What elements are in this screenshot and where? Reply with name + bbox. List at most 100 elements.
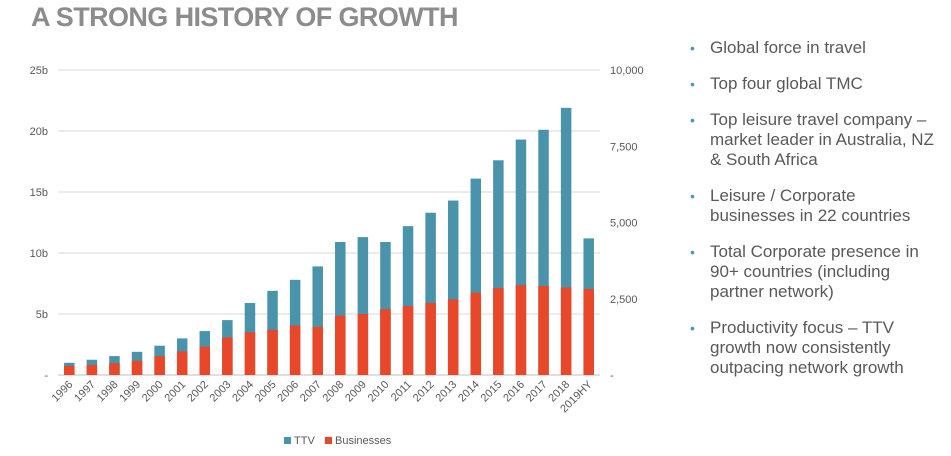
x-axis-ticks: 1996199719981999200020012002200320042005…	[50, 378, 596, 415]
left-tick-label: -	[44, 370, 48, 382]
x-tick-label: 2005	[253, 379, 279, 405]
left-tick-label: 5b	[36, 309, 48, 321]
left-tick-label: 25b	[30, 65, 48, 77]
x-tick-label: 2002	[185, 379, 211, 405]
left-tick-label: 10b	[30, 248, 48, 260]
ttv-bars	[64, 107, 594, 375]
bullet-text: Productivity focus – TTV growth now cons…	[710, 318, 904, 377]
ttv-bar	[312, 266, 323, 375]
x-tick-label: 2006	[275, 379, 301, 405]
x-tick-label: 2003	[208, 379, 234, 405]
x-tick-label: 2011	[389, 379, 414, 404]
ttv-bar	[447, 200, 459, 375]
businesses-bar	[402, 306, 414, 375]
businesses-bar	[199, 346, 211, 375]
businesses-bar	[583, 288, 594, 375]
left-axis-ticks: - 5b 10b 15b 20b 25b	[30, 65, 49, 382]
x-tick-label: 2010	[366, 379, 392, 405]
bullet-dot-icon: •	[690, 244, 695, 260]
x-tick-label: 2016	[501, 379, 527, 405]
bullet-dot-icon: •	[690, 40, 695, 56]
x-tick-label: 1998	[95, 379, 121, 405]
x-tick-label: 2012	[411, 379, 437, 405]
ttv-bar	[493, 160, 504, 375]
legend-swatch-ttv	[284, 437, 291, 444]
businesses-bar	[335, 315, 346, 375]
x-tick-label: 2004	[230, 379, 256, 405]
right-tick-label: 7,500	[610, 141, 638, 153]
businesses-bar	[447, 299, 459, 375]
growth-chart: - 5b 10b 15b 20b 25b - 2,500 5,000 7,500 10,000 1…	[30, 65, 644, 447]
left-tick-label: 20b	[30, 126, 48, 138]
legend-label-ttv: TTV	[294, 435, 315, 447]
businesses-bar	[425, 303, 436, 375]
chart-legend: TTV Businesses	[284, 435, 392, 447]
bullet-item: • Global force in travel	[690, 38, 945, 58]
x-tick-label: 2013	[434, 379, 460, 405]
x-tick-label: 2007	[298, 379, 324, 405]
bullet-item: • Productivity focus – TTV growth now con…	[690, 318, 945, 378]
ttv-bar	[560, 107, 572, 375]
bullet-dot-icon: •	[690, 76, 695, 92]
businesses-bar	[176, 351, 188, 375]
x-tick-label: 2017	[524, 379, 550, 405]
right-axis-ticks: - 2,500 5,000 7,500 10,000	[610, 65, 644, 382]
ttv-bar	[357, 237, 369, 375]
businesses-bars	[64, 285, 594, 375]
businesses-bar	[560, 287, 572, 375]
businesses-bar	[380, 309, 391, 375]
bullet-dot-icon: •	[690, 112, 695, 128]
ttv-bar	[470, 178, 482, 375]
businesses-bar	[357, 314, 369, 375]
bullet-text: Leisure / Corporate businesses in 22 cou…	[710, 186, 911, 225]
x-tick-label: 2001	[163, 379, 189, 405]
businesses-bar	[131, 360, 143, 375]
bullet-text: Top leisure travel company – market lead…	[710, 110, 934, 169]
x-tick-label: 1999	[117, 379, 143, 405]
bullet-dot-icon: •	[690, 188, 695, 204]
businesses-bar	[312, 326, 323, 375]
x-tick-label: 2015	[479, 379, 505, 405]
businesses-bar	[109, 363, 120, 375]
bullet-item: • Top leisure travel company – market lea…	[690, 110, 945, 170]
businesses-bar	[267, 329, 278, 375]
businesses-bar	[222, 337, 233, 375]
businesses-bar	[244, 332, 256, 375]
ttv-bar	[402, 226, 414, 375]
businesses-bar	[515, 285, 527, 375]
businesses-bar	[538, 285, 549, 375]
x-tick-label: 1997	[72, 379, 98, 405]
x-tick-label: 2000	[140, 379, 166, 405]
bullet-text: Top four global TMC	[710, 74, 863, 93]
ttv-bar	[335, 242, 346, 375]
legend-swatch-businesses	[325, 437, 332, 444]
x-tick-label: 1996	[50, 379, 76, 405]
businesses-bar	[289, 325, 301, 375]
key-points-list: • Global force in travel • Top four global…	[690, 38, 945, 394]
legend-label-businesses: Businesses	[335, 435, 392, 447]
right-tick-label: 10,000	[610, 65, 644, 77]
x-tick-label: 2009	[343, 379, 369, 405]
bullet-text: Total Corporate presence in 90+ countrie…	[710, 242, 919, 301]
left-tick-label: 15b	[30, 187, 48, 199]
businesses-bar	[86, 364, 98, 375]
ttv-bar	[425, 212, 436, 375]
right-tick-label: 5,000	[610, 218, 638, 230]
bullet-item: • Top four global TMC	[690, 74, 945, 94]
businesses-bar	[470, 292, 482, 375]
bullet-item: • Leisure / Corporate businesses in 22 co…	[690, 186, 945, 226]
bullet-text: Global force in travel	[710, 38, 866, 57]
grid-lines	[58, 69, 600, 376]
ttv-bar	[380, 242, 391, 375]
businesses-bar	[154, 356, 165, 375]
businesses-bar	[64, 365, 75, 375]
ttv-bar	[515, 139, 527, 375]
businesses-bar	[493, 288, 504, 375]
x-tick-label: 2014	[456, 379, 482, 405]
page-title: A STRONG HISTORY OF GROWTH	[31, 2, 459, 32]
bullet-item: • Total Corporate presence in 90+ countri…	[690, 242, 945, 302]
right-tick-label: 2,500	[610, 294, 638, 306]
ttv-bar	[538, 129, 549, 375]
x-tick-label: 2008	[321, 379, 347, 405]
right-tick-label: -	[610, 370, 614, 382]
